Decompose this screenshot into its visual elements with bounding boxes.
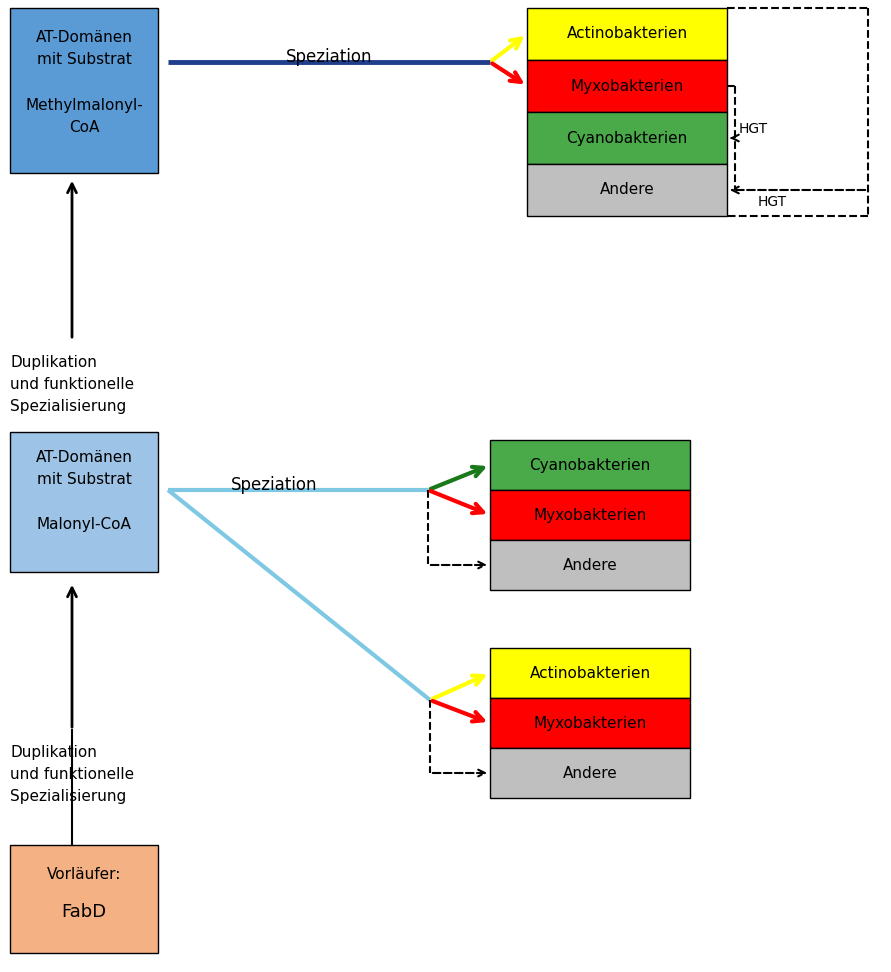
Text: Duplikation: Duplikation xyxy=(10,355,97,370)
Text: und funktionelle: und funktionelle xyxy=(10,377,135,392)
Bar xyxy=(490,648,690,698)
Text: Speziation: Speziation xyxy=(231,476,317,494)
Bar xyxy=(490,540,690,590)
Text: Actinobakterien: Actinobakterien xyxy=(529,666,650,680)
Text: und funktionelle: und funktionelle xyxy=(10,767,135,782)
Text: CoA: CoA xyxy=(69,120,99,135)
Bar xyxy=(490,698,690,748)
Text: Andere: Andere xyxy=(562,766,617,781)
Text: Methylmalonyl-: Methylmalonyl- xyxy=(25,98,143,113)
Bar xyxy=(10,432,158,572)
Text: mit Substrat: mit Substrat xyxy=(37,472,132,487)
Bar xyxy=(527,112,727,164)
Bar xyxy=(527,164,727,216)
Text: Myxobakterien: Myxobakterien xyxy=(570,79,683,93)
Text: Cyanobakterien: Cyanobakterien xyxy=(529,458,650,472)
Text: Andere: Andere xyxy=(562,558,617,573)
Text: Actinobakterien: Actinobakterien xyxy=(567,26,688,42)
Text: Vorläufer:: Vorläufer: xyxy=(47,867,121,882)
Text: Spezialisierung: Spezialisierung xyxy=(10,399,127,414)
Text: HGT: HGT xyxy=(758,195,787,209)
Text: Cyanobakterien: Cyanobakterien xyxy=(567,130,688,146)
Text: AT-Domänen: AT-Domänen xyxy=(36,450,133,465)
Text: Speziation: Speziation xyxy=(286,48,372,66)
Bar xyxy=(527,60,727,112)
Text: FabD: FabD xyxy=(61,903,107,921)
Bar xyxy=(527,8,727,60)
Text: Myxobakterien: Myxobakterien xyxy=(534,715,647,731)
Text: Andere: Andere xyxy=(600,183,654,197)
Bar xyxy=(490,490,690,540)
Bar xyxy=(10,845,158,953)
Text: Spezialisierung: Spezialisierung xyxy=(10,789,127,804)
Text: AT-Domänen: AT-Domänen xyxy=(36,30,133,45)
Text: mit Substrat: mit Substrat xyxy=(37,52,132,67)
Bar xyxy=(490,748,690,798)
Text: Malonyl-CoA: Malonyl-CoA xyxy=(37,517,132,532)
Bar xyxy=(490,440,690,490)
Text: Duplikation: Duplikation xyxy=(10,745,97,760)
Text: Myxobakterien: Myxobakterien xyxy=(534,507,647,523)
Text: HGT: HGT xyxy=(739,122,768,136)
Bar xyxy=(10,8,158,173)
